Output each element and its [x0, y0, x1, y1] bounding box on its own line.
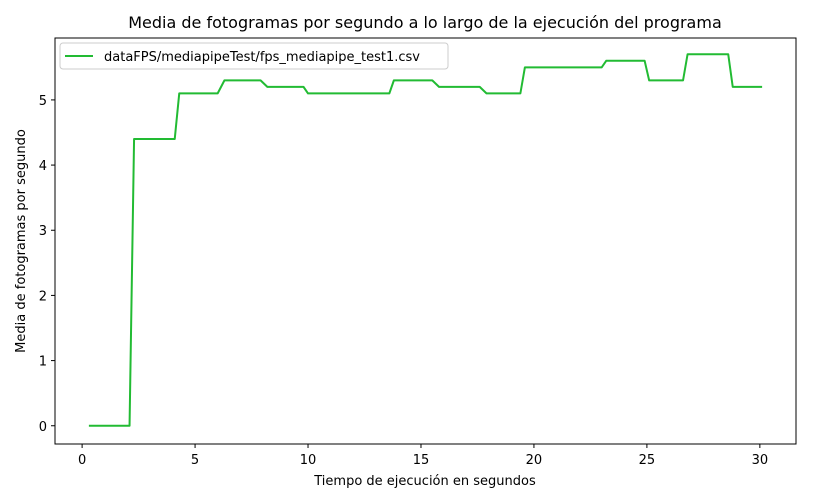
plot-frame	[54, 37, 797, 445]
x-tick-label: 5	[191, 453, 199, 468]
y-tick-label: 1	[39, 355, 47, 370]
y-tick-label: 3	[39, 224, 47, 239]
x-tick-label: 25	[639, 453, 656, 468]
y-tick-label: 0	[39, 420, 47, 435]
x-axis: 0 5 10 15 20 25 30	[78, 444, 768, 468]
y-axis-label: Media de fotogramas por segundo	[14, 129, 29, 353]
x-tick-label: 0	[78, 453, 86, 468]
legend-box	[59, 42, 449, 70]
x-tick-label: 10	[300, 453, 317, 468]
y-axis: 0 1 2 3 4 5	[39, 94, 55, 435]
x-axis-label: Tiempo de ejecución en segundos	[313, 474, 536, 489]
y-tick-label: 2	[39, 289, 47, 304]
chart-title: Media de fotogramas por segundo a lo lar…	[128, 13, 722, 32]
series-line-0	[88, 53, 763, 427]
legend: dataFPS/mediapipeTest/fps_mediapipe_test…	[59, 42, 449, 70]
plot-area	[88, 53, 763, 427]
y-tick-label: 4	[39, 159, 47, 174]
x-tick-label: 15	[413, 453, 430, 468]
x-tick-label: 20	[526, 453, 543, 468]
legend-label: dataFPS/mediapipeTest/fps_mediapipe_test…	[104, 50, 420, 65]
y-tick-label: 5	[39, 94, 47, 109]
x-tick-label: 30	[752, 453, 769, 468]
